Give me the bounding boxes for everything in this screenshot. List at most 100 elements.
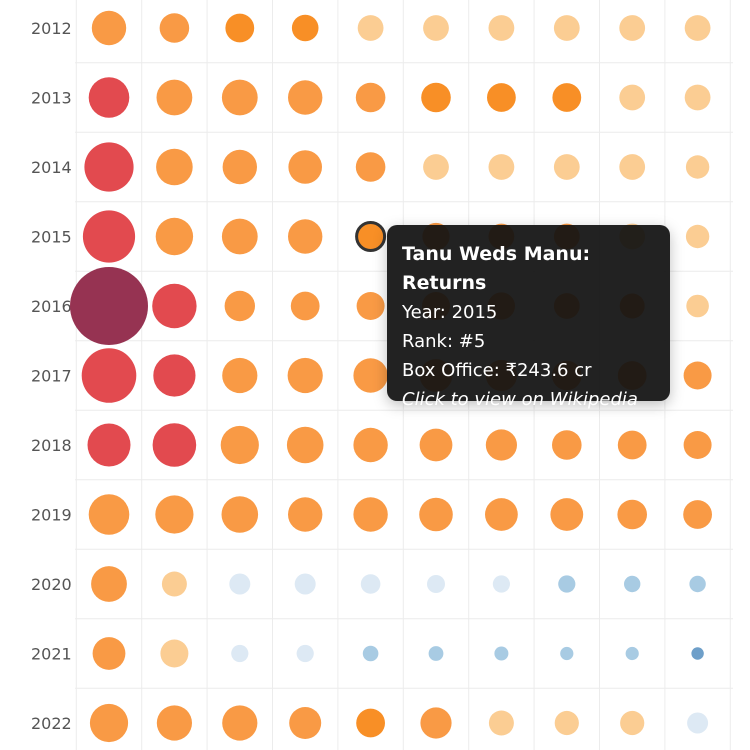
bubble[interactable] [353, 497, 388, 532]
bubble[interactable] [485, 498, 518, 531]
bubble[interactable] [488, 154, 515, 180]
tooltip-wikipedia-link[interactable]: Click to view on Wikipedia [402, 389, 638, 410]
bubble[interactable] [554, 710, 579, 736]
bubble[interactable] [485, 429, 517, 461]
bubble-highlighted[interactable] [355, 221, 387, 252]
bubble[interactable] [222, 357, 258, 394]
bubble[interactable] [160, 639, 189, 668]
bubble[interactable] [494, 646, 509, 661]
bubble[interactable] [624, 575, 641, 593]
bubble[interactable] [625, 646, 639, 661]
bubble[interactable] [684, 84, 711, 111]
bubble[interactable] [550, 498, 584, 531]
bubble[interactable] [231, 644, 249, 663]
bubble[interactable] [487, 83, 516, 112]
bubble[interactable] [82, 210, 136, 263]
bubble[interactable] [289, 707, 322, 739]
bubble[interactable] [229, 573, 251, 595]
bubble[interactable] [221, 218, 258, 255]
bubble[interactable] [419, 428, 453, 462]
bubble[interactable] [488, 710, 514, 736]
bubble[interactable] [357, 15, 384, 41]
bubble[interactable] [92, 637, 126, 670]
bubble[interactable] [221, 79, 258, 116]
bubble[interactable] [70, 267, 148, 345]
bubble[interactable] [156, 148, 193, 186]
bubble[interactable] [684, 15, 711, 41]
bubble[interactable] [560, 646, 574, 661]
bubble[interactable] [552, 83, 582, 112]
bubble[interactable] [84, 142, 134, 192]
bubble[interactable] [689, 575, 706, 593]
bubble[interactable] [356, 708, 385, 738]
bubble[interactable] [287, 357, 323, 394]
bubble[interactable] [88, 77, 130, 118]
bubble[interactable] [353, 358, 388, 393]
bubble[interactable] [88, 494, 130, 535]
bubble[interactable] [288, 497, 323, 532]
bubble[interactable] [620, 710, 645, 736]
bubble[interactable] [421, 82, 451, 113]
bubble[interactable] [155, 217, 194, 256]
bubble[interactable] [488, 15, 515, 41]
bubble[interactable] [617, 430, 647, 460]
bubble[interactable] [286, 426, 324, 464]
bubble[interactable] [222, 705, 258, 741]
bubble[interactable] [355, 82, 386, 113]
bubble[interactable] [152, 423, 197, 467]
bubble[interactable] [420, 707, 452, 739]
bubble[interactable] [428, 646, 444, 661]
bubble[interactable] [224, 290, 255, 322]
bubble[interactable] [220, 425, 259, 465]
bubble[interactable] [222, 149, 257, 185]
bubble[interactable] [360, 574, 381, 594]
bubble[interactable] [423, 15, 449, 41]
bubble[interactable] [553, 15, 580, 41]
bubble[interactable] [552, 430, 582, 460]
bubble[interactable] [353, 427, 388, 463]
bubble[interactable] [153, 354, 196, 397]
bubble[interactable] [427, 575, 445, 593]
bubble[interactable] [294, 573, 316, 595]
bubble[interactable] [290, 291, 320, 321]
bubble[interactable] [619, 84, 646, 111]
bubble[interactable] [558, 575, 576, 593]
bubble[interactable] [296, 644, 314, 663]
bubble[interactable] [683, 500, 712, 529]
bubble[interactable] [492, 575, 510, 593]
bubble[interactable] [355, 152, 386, 182]
bubble[interactable] [553, 154, 580, 180]
bubble[interactable] [221, 496, 259, 533]
tooltip-year: Year: 2015 [402, 302, 498, 323]
bubble[interactable] [691, 647, 704, 660]
bubble[interactable] [291, 14, 319, 42]
bubble[interactable] [81, 348, 137, 403]
bubble[interactable] [159, 13, 190, 43]
bubble[interactable] [288, 219, 323, 254]
bubble[interactable] [617, 499, 647, 530]
bubble[interactable] [683, 431, 712, 459]
bubble[interactable] [89, 703, 129, 743]
bubble[interactable] [619, 154, 646, 180]
bubble[interactable] [155, 495, 194, 534]
bubble[interactable] [288, 150, 323, 184]
bubble[interactable] [288, 80, 323, 115]
bubble[interactable] [423, 154, 449, 180]
bubble[interactable] [686, 294, 709, 318]
bubble[interactable] [685, 155, 710, 179]
bubble[interactable] [687, 712, 709, 734]
bubble[interactable] [356, 292, 385, 320]
bubble[interactable] [225, 13, 255, 43]
bubble[interactable] [161, 571, 187, 597]
bubble[interactable] [91, 566, 127, 602]
bubble[interactable] [619, 15, 646, 41]
bubble[interactable] [362, 645, 379, 662]
bubble[interactable] [419, 497, 453, 532]
bubble[interactable] [87, 423, 131, 467]
bubble[interactable] [91, 10, 127, 46]
bubble[interactable] [683, 361, 712, 390]
bubble[interactable] [156, 705, 192, 741]
bubble[interactable] [152, 283, 197, 329]
bubble[interactable] [156, 79, 193, 116]
bubble[interactable] [685, 224, 710, 249]
